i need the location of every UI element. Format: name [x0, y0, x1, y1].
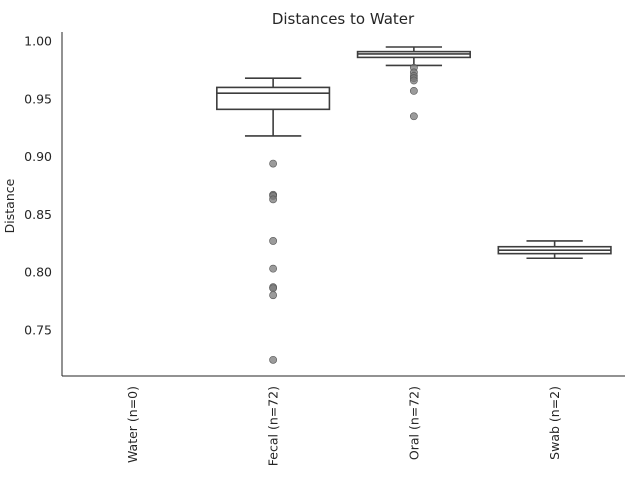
iqr-box — [216, 86, 331, 111]
outlier-point — [409, 76, 418, 85]
y-tick-label: 0.85 — [24, 207, 52, 222]
outlier-point — [269, 284, 278, 293]
outlier-point — [409, 86, 418, 95]
x-tick-label: Fecal (n=72) — [266, 386, 281, 466]
outlier-point — [409, 112, 418, 121]
chart-title: Distances to Water — [272, 10, 415, 28]
x-axis: Water (n=0) Fecal (n=72) Oral (n=72) Swab (… — [62, 375, 625, 466]
y-axis: 0.75 0.80 0.85 0.90 0.95 1.00 — [24, 32, 63, 376]
x-tick-label: Water (n=0) — [125, 386, 140, 463]
boxes-layer — [216, 46, 612, 364]
y-tick-label: 1.00 — [24, 34, 52, 49]
box-oral — [356, 46, 471, 67]
outlier-point — [269, 237, 278, 245]
outlier-point — [269, 355, 278, 364]
outlier-point — [269, 195, 278, 204]
box-swab — [497, 240, 612, 260]
y-tick-label: 0.80 — [24, 265, 52, 280]
y-axis-label: Distance — [2, 178, 17, 233]
x-tick-label: Swab (n=2) — [547, 386, 562, 460]
y-tick-label: 0.95 — [24, 91, 52, 106]
x-tick-label: Oral (n=72) — [406, 386, 421, 460]
outlier-point — [269, 264, 278, 273]
box-fecal — [216, 77, 331, 137]
y-tick-label: 0.75 — [24, 322, 52, 337]
y-tick-label: 0.90 — [24, 149, 52, 164]
outlier-point — [269, 159, 278, 168]
outlier-point — [269, 291, 278, 300]
